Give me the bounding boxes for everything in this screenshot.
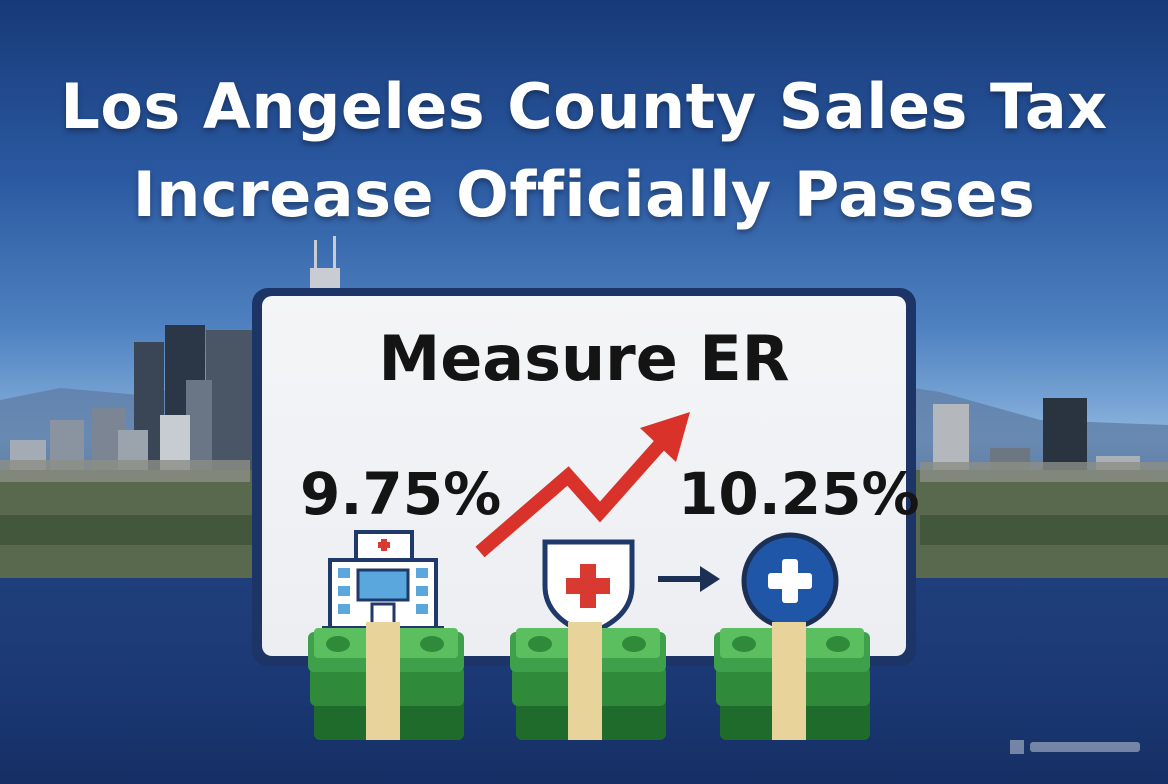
money-stack-icon <box>714 622 870 740</box>
money-stack-icon <box>308 622 464 740</box>
trend-up-arrow-icon <box>475 412 690 558</box>
medical-plus-icon <box>741 532 839 630</box>
rate-before: 9.75% <box>300 460 502 528</box>
hospital-icon <box>322 530 444 632</box>
watermark-logo <box>1010 740 1140 754</box>
medical-shield-icon <box>542 539 635 637</box>
rate-after: 10.25% <box>678 460 920 528</box>
headline-line-2: Increase Officially Passes <box>132 158 1036 231</box>
headline-line-1: Los Angeles County Sales Tax <box>60 70 1108 143</box>
measure-title: Measure ER <box>378 322 790 395</box>
money-stack-icon <box>510 622 666 740</box>
right-arrow-icon <box>658 566 720 592</box>
